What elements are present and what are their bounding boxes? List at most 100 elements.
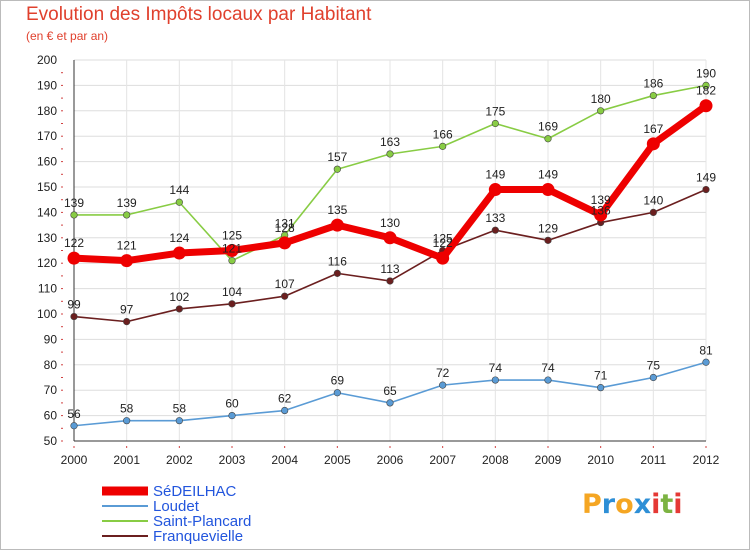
y-tick-label: 80 (44, 358, 58, 372)
y-tick-label: 170 (37, 129, 57, 143)
x-tick-label: 2007 (429, 453, 456, 467)
x-tick-label: 2006 (377, 453, 404, 467)
data-label: 190 (696, 66, 716, 80)
data-point (67, 251, 81, 265)
y-tick-label: 130 (37, 231, 57, 245)
x-tick-label: 2005 (324, 453, 351, 467)
y-tick-label: 120 (37, 256, 57, 270)
data-point (70, 312, 78, 321)
grid (73, 59, 707, 442)
series (67, 81, 713, 430)
data-point (594, 208, 608, 222)
data-label: 131 (275, 216, 295, 230)
y-tick-label: 90 (44, 332, 58, 346)
data-label: 121 (117, 239, 137, 253)
data-point (386, 399, 394, 407)
data-label: 74 (541, 361, 555, 375)
series-loudet (70, 358, 710, 430)
data-point (491, 119, 499, 128)
data-label: 125 (433, 232, 453, 246)
data-point (228, 257, 236, 265)
data-label: 124 (169, 231, 189, 245)
proxiti-logo: Proxiti (582, 489, 683, 520)
data-label: 163 (380, 135, 400, 149)
data-label: 149 (538, 168, 558, 182)
y-tick-label: 180 (37, 104, 57, 118)
data-label: 62 (278, 392, 292, 406)
data-point (436, 251, 450, 265)
data-label: 56 (67, 407, 81, 421)
data-label: 74 (489, 361, 503, 375)
data-point (541, 183, 555, 197)
data-label: 133 (485, 211, 505, 225)
data-point (649, 91, 657, 100)
data-label: 99 (67, 298, 81, 312)
data-point (70, 211, 78, 219)
data-point (175, 198, 183, 206)
data-label: 69 (331, 374, 345, 388)
x-tick-label: 2004 (271, 453, 298, 467)
data-point (172, 246, 186, 260)
data-label: 121 (222, 242, 242, 256)
data-label: 139 (591, 193, 611, 207)
x-tick-label: 2008 (482, 453, 509, 467)
data-labels: 122 121 124 125 128 135 130 122 149 149 139 167 182 5… (64, 66, 716, 420)
data-point (702, 358, 710, 366)
data-point (120, 254, 134, 268)
data-label: 60 (225, 397, 239, 411)
data-label: 58 (173, 402, 187, 416)
data-label: 167 (643, 122, 663, 136)
data-point (175, 417, 183, 425)
y-tick-label: 60 (44, 409, 58, 423)
data-label: 182 (696, 84, 716, 98)
data-point (330, 218, 344, 232)
data-label: 102 (169, 290, 189, 304)
data-point (488, 183, 502, 197)
data-label: 175 (485, 105, 505, 119)
legend: SéDEILHACLoudetSaint-PlancardFranqueviel… (102, 483, 251, 545)
data-label: 122 (433, 236, 453, 250)
logo-letter: i (651, 489, 661, 520)
data-point (333, 269, 341, 277)
data-point (383, 231, 397, 245)
data-point (333, 389, 341, 397)
data-label: 136 (591, 204, 611, 218)
x-tick-label: 2000 (61, 453, 88, 467)
data-point (386, 277, 394, 285)
data-point (699, 99, 713, 113)
data-point (175, 305, 183, 313)
x-tick-label: 2003 (219, 453, 246, 467)
logo-letter: i (673, 489, 683, 520)
data-label: 107 (275, 277, 295, 291)
data-point (491, 226, 499, 234)
y-tick-label: 160 (37, 155, 57, 169)
data-point (702, 185, 710, 194)
data-label: 72 (436, 366, 450, 380)
data-label: 135 (327, 203, 347, 217)
x-tick-label: 2002 (166, 453, 193, 467)
legend-label: SéDEILHAC (153, 483, 237, 500)
y-tick-label: 190 (37, 78, 57, 92)
data-label: 130 (380, 216, 400, 230)
data-label: 149 (485, 168, 505, 182)
data-label: 129 (538, 221, 558, 235)
data-label: 149 (696, 171, 716, 185)
data-label: 166 (433, 127, 453, 141)
data-point (123, 417, 131, 425)
data-point (544, 135, 552, 143)
logo-letter: r (601, 489, 616, 520)
data-point (333, 165, 341, 173)
chart-title: Evolution des Impôts locaux par Habitant (26, 4, 372, 25)
data-point (491, 376, 499, 384)
data-label: 104 (222, 285, 242, 299)
data-label: 65 (383, 384, 397, 398)
data-label: 140 (643, 193, 663, 207)
series-saint-plancard (70, 81, 710, 265)
data-point (228, 300, 236, 308)
data-label: 58 (120, 402, 134, 416)
logo-letter: t (660, 489, 674, 520)
data-point (649, 373, 657, 382)
data-label: 81 (699, 343, 713, 357)
logo-letter: o (615, 489, 634, 520)
